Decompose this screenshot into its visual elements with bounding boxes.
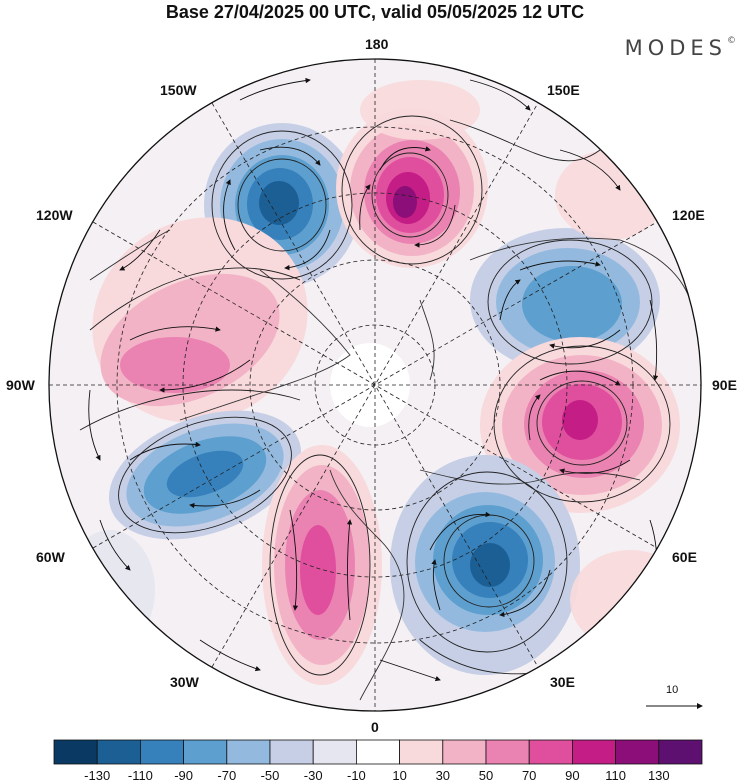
lon-label-120w: 120W	[36, 207, 73, 223]
colorbar-segment	[53, 739, 98, 765]
lon-label-30w: 30W	[170, 674, 199, 690]
colorbar-segment	[615, 739, 660, 765]
graticule	[49, 59, 701, 711]
brand-logo: MODES©	[624, 36, 736, 60]
anomaly-positive-180	[336, 108, 488, 268]
colorbar-tick-label: -90	[174, 768, 193, 783]
colorbar-segment	[312, 739, 357, 765]
colorbar-segment	[485, 739, 530, 765]
map-boundary	[48, 58, 702, 712]
colorbar-tick-label: 110	[605, 768, 626, 783]
colorbar-tick-label: 10	[392, 768, 407, 783]
colorbar-segment	[96, 739, 141, 765]
colorbar-tick-label: -110	[127, 768, 153, 783]
colorbar-segment	[572, 739, 617, 765]
lon-label-60e: 60E	[672, 549, 697, 565]
colorbar-tick-label: 90	[565, 768, 580, 783]
colorbar-segment	[442, 739, 487, 765]
wind-vectors	[88, 77, 659, 682]
colorbar-segment	[355, 739, 400, 765]
lon-label-180: 180	[365, 36, 389, 52]
wind-reference-label: 10	[666, 684, 679, 696]
colorbar-tick-label: 70	[521, 768, 537, 783]
colorbar-tick-label: 50	[478, 768, 494, 783]
colorbar-segment	[528, 739, 573, 765]
colorbar-segment	[658, 739, 703, 765]
colorbar-tick-label: -10	[346, 768, 366, 783]
anomaly-negative-60w	[108, 410, 302, 540]
lon-label-0: 0	[371, 719, 379, 735]
map-title: Base 27/04/2025 00 UTC, valid 05/05/2025…	[165, 2, 585, 22]
colorbar-tick-label: -130	[84, 768, 111, 783]
lon-label-150e: 150E	[547, 82, 580, 98]
coastlines	[89, 229, 691, 701]
colorbar-segment	[183, 739, 228, 765]
lon-label-90e: 90E	[712, 377, 737, 393]
colorbar-segment	[139, 739, 184, 765]
anomaly-negative-30e	[390, 455, 580, 675]
lon-label-90w: 90W	[6, 377, 35, 393]
colorbar-tick-label: -50	[260, 768, 280, 783]
colorbar-segment	[399, 739, 444, 765]
colorbar-tick-label: -30	[303, 768, 323, 783]
lon-label-150w: 150W	[160, 82, 197, 98]
colorbar-tick-label: -70	[217, 768, 237, 783]
colorbar	[53, 739, 703, 765]
colorbar-tick-label: 130	[647, 768, 670, 783]
lon-label-30e: 30E	[550, 674, 575, 690]
colorbar-tick-label: 30	[435, 768, 451, 783]
colorbar-segment	[226, 739, 271, 765]
colorbar-segment	[269, 739, 314, 765]
anomaly-positive-20w	[262, 445, 382, 685]
lon-label-60w: 60W	[36, 549, 65, 565]
lon-label-120e: 120E	[672, 207, 705, 223]
